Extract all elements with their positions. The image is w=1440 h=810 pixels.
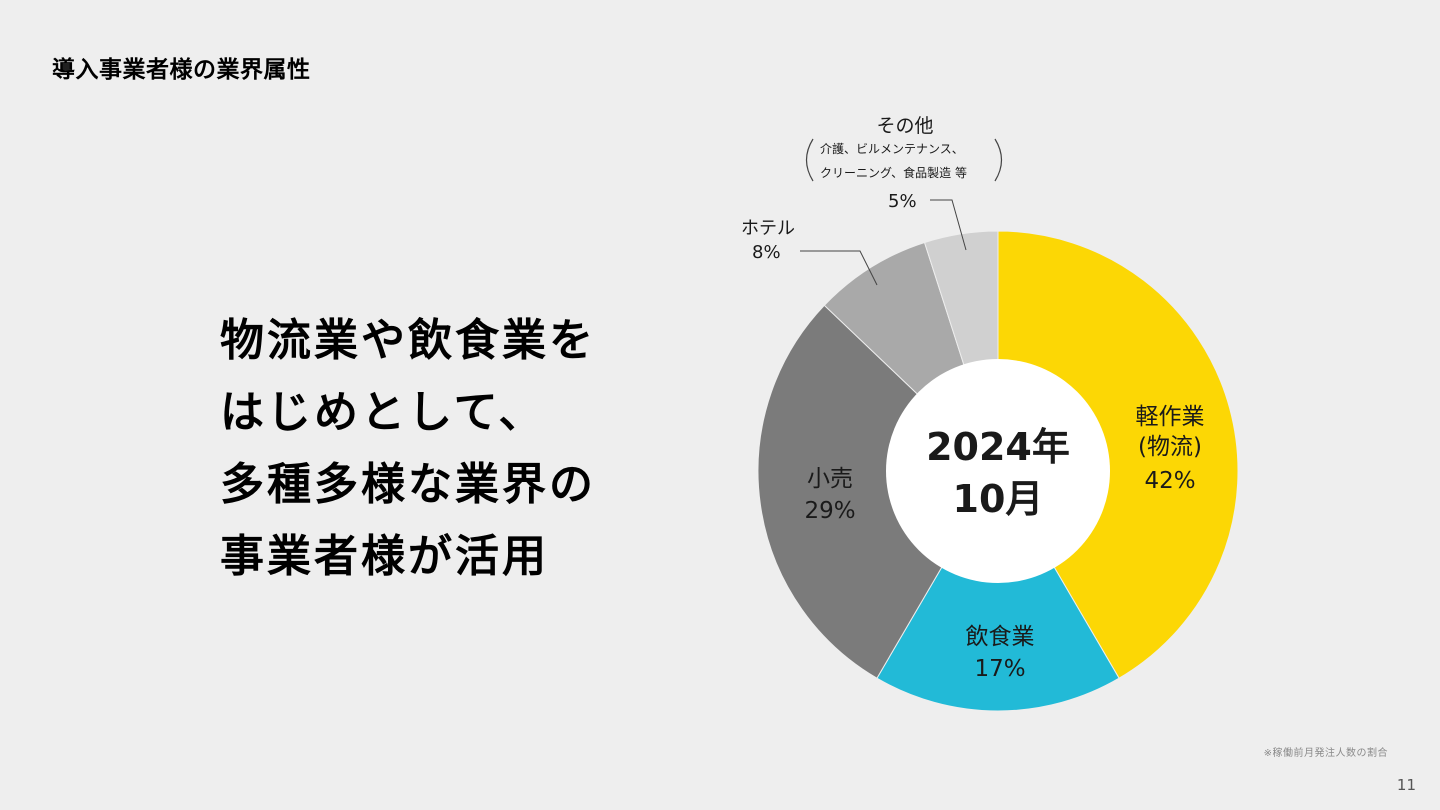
footnote: ※稼働前月発注人数の割合: [1263, 748, 1388, 759]
slice-value-logistics: 42%: [1144, 468, 1195, 494]
slice-label-retail: 小売: [807, 466, 853, 492]
callout-value-other: 5%: [888, 191, 917, 212]
callout-sub-other-2: クリーニング、食品製造 等: [820, 165, 967, 180]
pie-slice-retail: [757, 304, 999, 679]
slide-title: 導入事業者様の業界属性: [52, 57, 311, 83]
slice-value-retail: 29%: [804, 498, 855, 524]
leader-line-other: [930, 199, 967, 251]
leader-line-hotel: [800, 250, 878, 286]
slice-label-logistics-1: 軽作業: [1136, 404, 1205, 430]
slice-value-restaurant: 17%: [974, 656, 1025, 682]
headline-line-2: はじめとして、: [220, 387, 546, 438]
pie-slice-logistics: [997, 230, 1239, 679]
paren-left: [805, 138, 814, 182]
slice-label-restaurant: 飲食業: [966, 624, 1035, 650]
callout-sub-other-1: 介護、ビルメンテナンス、: [820, 141, 964, 156]
callout-label-other: その他: [876, 115, 933, 137]
headline-line-3: 多種多様な業界の: [220, 459, 596, 510]
page-number: 11: [1396, 776, 1416, 794]
donut-hole: [886, 359, 1110, 583]
slice-label-logistics-2: (物流): [1138, 434, 1202, 460]
center-label-year: 2024年: [926, 425, 1070, 469]
headline-line-4: 事業者様が活用: [220, 531, 549, 582]
headline-line-1: 物流業や飲食業を: [220, 315, 596, 366]
callout-label-hotel: ホテル: [741, 218, 795, 239]
pie-slices: [757, 230, 1239, 712]
callout-value-hotel: 8%: [752, 242, 781, 263]
pie-slice-restaurant: [876, 470, 1120, 712]
center-label-month: 10月: [953, 477, 1044, 521]
headline: 物流業や飲食業を はじめとして、 多種多様な業界の 事業者様が活用: [220, 305, 690, 593]
paren-right: [994, 138, 1003, 182]
